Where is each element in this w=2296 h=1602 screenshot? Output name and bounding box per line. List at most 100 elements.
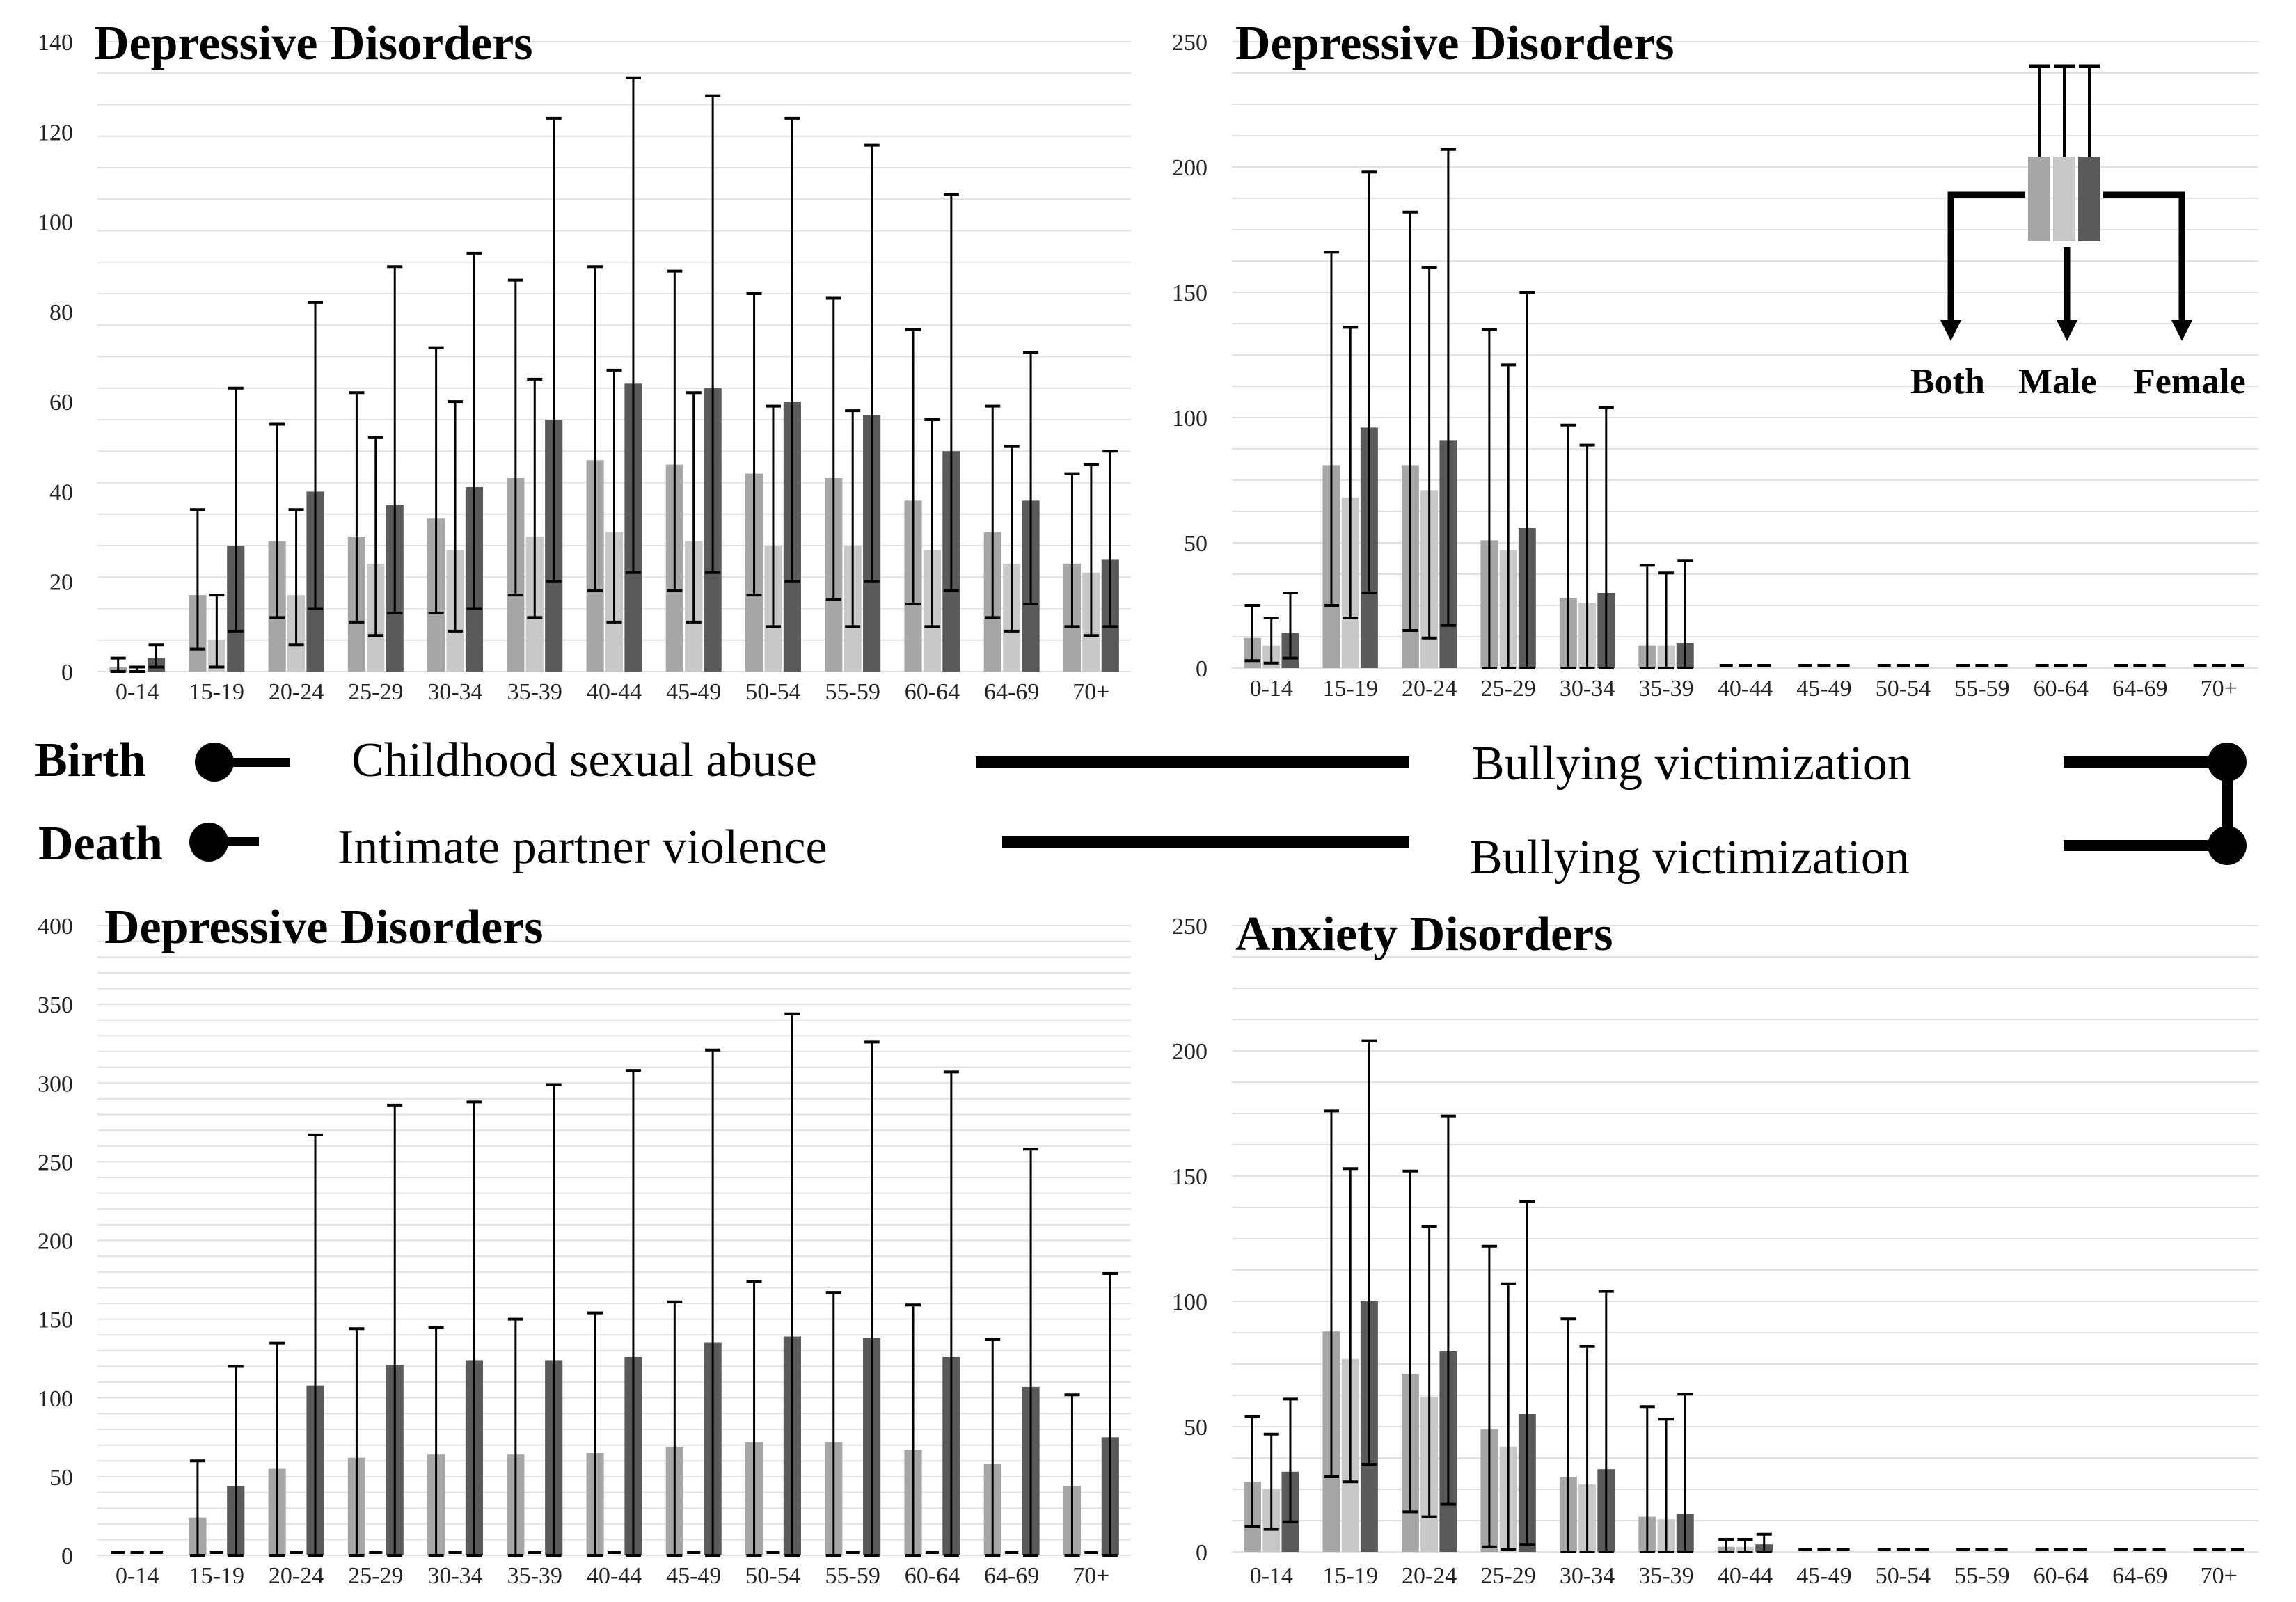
birth-connector xyxy=(214,758,290,767)
timeline-row2-left: Intimate partner violence xyxy=(338,820,828,874)
y-tick-label: 200 xyxy=(1172,155,1208,181)
y-tick-label: 250 xyxy=(38,1150,73,1175)
x-tick-label: 55-59 xyxy=(825,1563,880,1589)
y-tick-label: 50 xyxy=(1184,531,1208,557)
y-tick-label: 200 xyxy=(38,1229,73,1255)
x-tick-label: 50-54 xyxy=(1876,1563,1931,1589)
y-tick-label: 120 xyxy=(38,120,73,145)
x-tick-label: 40-44 xyxy=(1718,676,1773,701)
x-tick-label: 15-19 xyxy=(189,1563,244,1589)
x-tick-label: 20-24 xyxy=(269,1563,324,1589)
x-tick-label: 64-69 xyxy=(984,679,1039,705)
x-tick-label: 64-69 xyxy=(984,1563,1039,1589)
x-tick-label: 30-34 xyxy=(427,1563,482,1589)
x-tick-label: 0-14 xyxy=(1250,1563,1293,1589)
timeline-birth-label: Birth xyxy=(35,733,145,787)
y-tick-label: 200 xyxy=(1172,1039,1208,1065)
x-tick-label: 15-19 xyxy=(189,679,244,705)
timeline-row1-line xyxy=(976,756,1409,768)
x-tick-label: 40-44 xyxy=(587,679,642,705)
y-tick-label: 100 xyxy=(38,1386,73,1412)
y-tick-label: 50 xyxy=(49,1465,73,1491)
y-tick-label: 80 xyxy=(49,300,73,326)
x-tick-label: 70+ xyxy=(1072,679,1109,705)
x-tick-label: 20-24 xyxy=(1402,1563,1457,1589)
x-tick-label: 35-39 xyxy=(507,679,562,705)
y-tick-label: 100 xyxy=(1172,406,1208,431)
legend-label-female: Female xyxy=(2133,362,2246,402)
death-connector xyxy=(209,837,259,846)
x-tick-label: 15-19 xyxy=(1323,1563,1378,1589)
x-tick-label: 30-34 xyxy=(427,679,482,705)
x-tick-label: 60-64 xyxy=(905,679,960,705)
y-tick-label: 150 xyxy=(38,1308,73,1333)
timeline-row1-left: Childhood sexual abuse xyxy=(351,733,817,787)
legend: Both Male Female xyxy=(1910,64,2246,402)
x-tick-label: 70+ xyxy=(2201,676,2238,701)
x-tick-label: 25-29 xyxy=(1480,676,1535,701)
y-tick-label: 100 xyxy=(1172,1290,1208,1315)
x-tick-label: 40-44 xyxy=(1718,1563,1773,1589)
y-tick-label: 300 xyxy=(38,1071,73,1097)
x-tick-label: 45-49 xyxy=(666,679,721,705)
timeline-vertical-connector xyxy=(2222,762,2233,846)
x-tick-label: 0-14 xyxy=(1250,676,1293,701)
legend-arrowhead-both xyxy=(1940,320,1961,341)
y-tick-label: 400 xyxy=(38,914,73,939)
y-tick-label: 20 xyxy=(49,570,73,596)
y-tick-label: 0 xyxy=(61,1544,73,1569)
y-tick-label: 60 xyxy=(49,390,73,415)
legend-arrowhead-female xyxy=(2171,320,2192,341)
x-tick-label: 55-59 xyxy=(1954,1563,2009,1589)
x-tick-label: 64-69 xyxy=(2112,1563,2167,1589)
timeline-row2-end-line xyxy=(2064,840,2227,851)
x-tick-label: 25-29 xyxy=(348,679,403,705)
timeline-row1-right: Bullying victimization xyxy=(1472,737,1912,791)
y-tick-label: 140 xyxy=(38,30,73,56)
chart-title-bottom-left: Depressive Disorders xyxy=(104,901,544,954)
x-tick-label: 50-54 xyxy=(745,1563,800,1589)
chart-panel-top-left: 0 20 40 60 80 100 120 140 0-14 15-19 20-24 25-29 30-… xyxy=(38,30,1131,705)
x-tick-label: 30-34 xyxy=(1560,1563,1615,1589)
x-tick-label: 70+ xyxy=(1072,1563,1109,1589)
x-tick-label: 15-19 xyxy=(1323,676,1378,701)
x-tick-label: 50-54 xyxy=(745,679,800,705)
x-tick-label: 35-39 xyxy=(1638,1563,1693,1589)
legend-label-both: Both xyxy=(1910,362,1985,402)
legend-arrow-female xyxy=(2103,191,2185,327)
x-tick-label: 40-44 xyxy=(587,1563,642,1589)
x-tick-label: 60-64 xyxy=(2034,1563,2089,1589)
y-tick-label: 50 xyxy=(1184,1415,1208,1441)
x-tick-label: 45-49 xyxy=(1796,676,1851,701)
timeline-band: Birth Childhood sexual abuse Bullying vi… xyxy=(35,733,2247,885)
legend-swatch-male xyxy=(2053,157,2075,241)
y-tick-label: 40 xyxy=(49,479,73,505)
chart-panel-top-right: 0 50 100 150 200 250 0-14 15-19 20-24 25-29 30-34 3… xyxy=(1172,30,2258,701)
x-tick-label: 64-69 xyxy=(2112,676,2167,701)
chart-panel-bottom-left: 0 50 100 150 200 250 300 350 400 0-14 15-19 20-24 25… xyxy=(38,914,1131,1589)
x-tick-label: 20-24 xyxy=(269,679,324,705)
x-tick-label: 35-39 xyxy=(507,1563,562,1589)
legend-label-male: Male xyxy=(2018,362,2097,402)
x-tick-label: 0-14 xyxy=(116,679,159,705)
x-tick-label: 45-49 xyxy=(666,1563,721,1589)
y-tick-label: 0 xyxy=(61,660,73,685)
y-tick-label: 150 xyxy=(1172,280,1208,306)
x-tick-label: 50-54 xyxy=(1876,676,1931,701)
x-tick-label: 20-24 xyxy=(1402,676,1457,701)
y-tick-label: 250 xyxy=(1172,30,1208,56)
y-tick-label: 0 xyxy=(1196,1540,1208,1566)
timeline-row1-end-line xyxy=(2064,756,2227,768)
x-tick-label: 25-29 xyxy=(348,1563,403,1589)
chart-title-top-right: Depressive Disorders xyxy=(1235,17,1675,70)
legend-swatch-both xyxy=(2028,157,2050,241)
x-tick-label: 60-64 xyxy=(905,1563,960,1589)
x-tick-label: 55-59 xyxy=(1954,676,2009,701)
y-tick-label: 350 xyxy=(38,992,73,1018)
timeline-death-label: Death xyxy=(38,817,163,871)
y-tick-label: 150 xyxy=(1172,1164,1208,1190)
y-tick-label: 250 xyxy=(1172,914,1208,939)
x-tick-label: 45-49 xyxy=(1796,1563,1851,1589)
x-tick-label: 25-29 xyxy=(1480,1563,1535,1589)
